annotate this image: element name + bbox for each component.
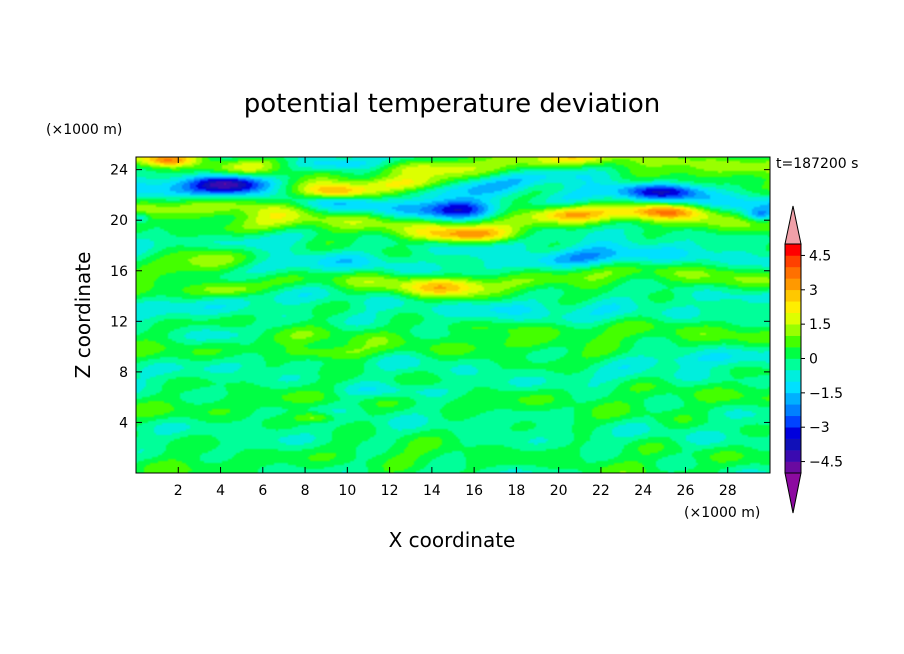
x-tick-label: 22	[592, 483, 610, 499]
colorbar-band	[785, 381, 801, 394]
x-tick-label: 12	[381, 483, 399, 499]
y-tick-label: 20	[110, 213, 128, 229]
x-tick-label: 2	[174, 483, 183, 499]
colorbar-band	[785, 312, 801, 325]
colorbar: 4.5 3 1.5 0 −1.5 −3 −4.5	[784, 205, 843, 514]
x-unit-label: (×1000 m)	[684, 505, 760, 521]
colorbar-under-triangle	[784, 472, 802, 514]
colorbar-band	[785, 324, 801, 336]
colorbar-band	[785, 255, 801, 268]
colorbar-band	[785, 415, 801, 428]
x-tick-label: 6	[258, 483, 267, 499]
y-axis: 4 8 12 16 20 24	[110, 163, 770, 431]
x-tick-label: 10	[338, 483, 356, 499]
x-tick-label: 24	[634, 483, 652, 499]
colorbar-tick-label: 0	[809, 352, 818, 368]
x-tick-label: 26	[677, 483, 695, 499]
colorbar-band	[785, 289, 801, 302]
colorbar-tick-label: 3	[809, 283, 818, 299]
y-tick-label: 24	[110, 163, 128, 179]
colorbar-band	[785, 301, 801, 313]
y-tick-label: 4	[119, 415, 128, 431]
temperature-field	[136, 157, 770, 473]
colorbar-band	[785, 347, 801, 359]
colorbar-tick-label: 1.5	[809, 317, 831, 333]
x-axis: 2 4 6 8 10 12 14 16 18 20 22 24 26 28	[174, 157, 737, 499]
y-axis-label: Z coordinate	[71, 252, 95, 379]
colorbar-over-triangle	[784, 205, 802, 245]
plot-frame	[135, 156, 771, 474]
colorbar-band	[785, 369, 801, 382]
colorbar-tick-label: −4.5	[809, 455, 843, 471]
plot-field	[136, 157, 770, 473]
x-tick-label: 18	[507, 483, 525, 499]
colorbar-band	[785, 266, 801, 279]
colorbar-tick-label: 4.5	[809, 248, 831, 264]
x-axis-label: X coordinate	[389, 528, 516, 552]
colorbar-band	[785, 461, 801, 474]
colorbar-band	[785, 278, 801, 291]
colorbar-tick-label: −1.5	[809, 386, 843, 402]
x-tick-label: 20	[550, 483, 568, 499]
x-tick-label: 16	[465, 483, 483, 499]
colorbar-band	[785, 358, 801, 371]
y-unit-label: (×1000 m)	[46, 122, 122, 138]
y-tick-label: 8	[119, 365, 128, 381]
colorbar-band	[785, 392, 801, 405]
time-label: t=187200 s	[776, 156, 858, 172]
colorbar-band	[785, 450, 801, 462]
colorbar-band	[785, 427, 801, 439]
colorbar-band	[785, 438, 801, 451]
x-tick-label: 4	[216, 483, 225, 499]
chart-title: potential temperature deviation	[244, 89, 660, 119]
colorbar-band	[785, 335, 801, 348]
x-tick-label: 28	[719, 483, 737, 499]
y-tick-label: 16	[110, 264, 128, 280]
colorbar-tick-label: −3	[809, 420, 830, 436]
colorbar-band	[785, 404, 801, 417]
x-tick-label: 14	[423, 483, 441, 499]
y-tick-label: 12	[110, 314, 128, 330]
x-tick-label: 8	[301, 483, 310, 499]
colorbar-band	[785, 244, 801, 256]
